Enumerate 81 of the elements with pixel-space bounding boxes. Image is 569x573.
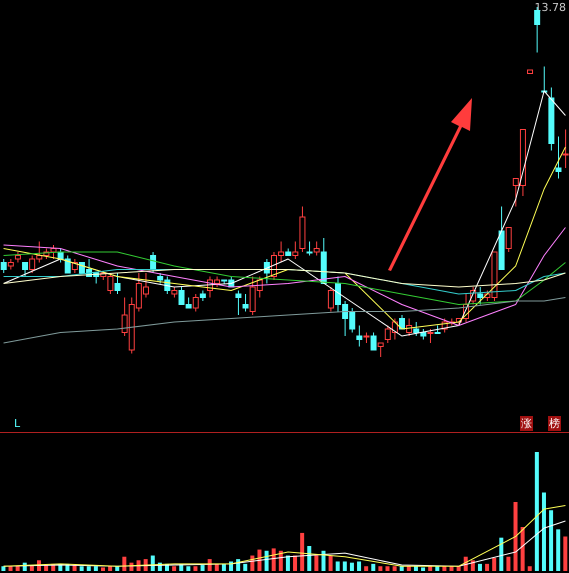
- bar: [499, 538, 504, 571]
- text: 涨: [520, 416, 533, 431]
- bar: [115, 566, 120, 571]
- bar: [520, 526, 525, 571]
- bar: [200, 565, 205, 571]
- text: L: [14, 417, 20, 430]
- bar: [108, 566, 112, 571]
- bar: [350, 562, 354, 571]
- bar: [300, 532, 304, 571]
- candlestick: [200, 290, 206, 302]
- bar: [400, 566, 404, 571]
- bar: [406, 566, 411, 571]
- bar: [563, 536, 568, 571]
- bar: [86, 566, 91, 571]
- bar: [528, 566, 532, 571]
- bar: [272, 548, 276, 571]
- bar: [101, 567, 105, 571]
- candlestick: [328, 286, 334, 312]
- bar: [1, 566, 6, 571]
- candlestick: [14, 252, 21, 263]
- bar: [94, 566, 98, 571]
- bar: [342, 561, 347, 571]
- bar: [122, 556, 126, 571]
- bar: [193, 566, 198, 571]
- candlestick: [413, 322, 420, 336]
- bar: [371, 564, 376, 571]
- bar: [314, 556, 318, 571]
- candlestick: [235, 290, 242, 316]
- bar: [556, 529, 560, 571]
- bar: [328, 556, 333, 571]
- bar: [456, 566, 461, 571]
- bar: [8, 566, 13, 571]
- candlestick: [22, 262, 28, 277]
- bar: [80, 566, 84, 571]
- candlestick: [356, 325, 362, 347]
- bar: [378, 566, 382, 571]
- candlestick: [399, 314, 406, 330]
- bar: [514, 502, 518, 571]
- bar: [321, 550, 326, 571]
- bar: [485, 564, 490, 571]
- bar: [293, 556, 298, 571]
- bar: [414, 566, 418, 571]
- candlestick: [420, 328, 426, 340]
- bar: [336, 561, 340, 571]
- bar: [534, 452, 539, 571]
- candlestick: [192, 294, 199, 312]
- candlestick: [292, 241, 298, 260]
- bar: [364, 566, 368, 571]
- bar: [386, 566, 390, 571]
- bar: [214, 564, 219, 571]
- bar: [222, 564, 226, 571]
- bar: [492, 558, 496, 571]
- bar: [549, 510, 554, 571]
- bar: [172, 566, 176, 571]
- candlestick: [506, 227, 512, 252]
- text: 榜: [548, 416, 561, 431]
- bar: [421, 567, 426, 571]
- bar: [257, 550, 262, 571]
- bar: [286, 556, 290, 571]
- bar: [392, 566, 397, 571]
- bar: [186, 566, 190, 571]
- bar: [243, 564, 248, 571]
- bar: [478, 564, 482, 571]
- bar: [435, 566, 440, 571]
- candlestick: [0, 258, 7, 274]
- bar: [428, 566, 432, 571]
- bar: [542, 492, 546, 571]
- candlestick: [242, 294, 249, 312]
- candlestick: [171, 286, 178, 298]
- bar: [357, 561, 362, 571]
- bar: [450, 566, 454, 571]
- candlestick: [114, 272, 121, 294]
- bar: [506, 556, 510, 571]
- bar: [307, 546, 312, 571]
- candlestick: [555, 136, 562, 179]
- candlestick: [378, 342, 384, 357]
- bar: [442, 566, 446, 571]
- candlestick: [370, 332, 377, 350]
- candlestick: [8, 258, 14, 270]
- candlestick: [477, 286, 484, 305]
- candlestick: [363, 332, 370, 344]
